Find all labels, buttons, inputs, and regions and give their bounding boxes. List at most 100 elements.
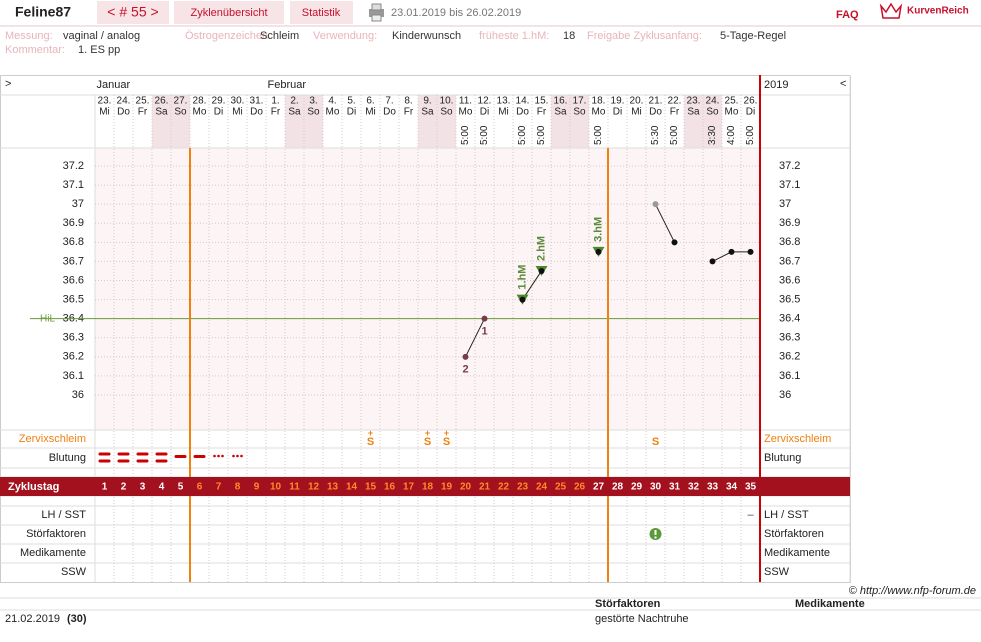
cycle-day: 27 xyxy=(593,482,605,493)
point-label: 2 xyxy=(462,364,468,376)
weekend-shade xyxy=(171,95,190,148)
logo-text[interactable]: KurvenReich xyxy=(907,6,969,17)
bleed-dash xyxy=(193,455,206,458)
cycle-nav[interactable]: < # 55 > xyxy=(107,4,158,20)
date-label: 25. xyxy=(136,96,150,107)
row-label: Blutung xyxy=(764,452,801,464)
mucus-mod: + xyxy=(444,428,449,438)
weekday-label: Mi xyxy=(498,107,509,118)
bleeding-symbol xyxy=(117,452,130,463)
footer-cycle-day: (30) xyxy=(67,613,87,625)
bleed-dash xyxy=(155,459,168,463)
weekday-label: Do xyxy=(250,107,263,118)
date-label: 15. xyxy=(535,96,549,107)
month-label: Januar xyxy=(97,79,131,91)
time-label: 3:30 xyxy=(707,125,718,145)
date-label: 10. xyxy=(440,96,454,107)
y-tick-label: 37.1 xyxy=(63,179,84,191)
bleed-dash xyxy=(174,455,187,458)
cycle-day: 34 xyxy=(726,482,738,493)
date-label: 19. xyxy=(611,96,625,107)
info-value: vaginal / analog xyxy=(63,30,140,42)
year: 2019 xyxy=(764,79,788,91)
bleed-dash xyxy=(136,459,149,463)
info-value: 18 xyxy=(563,30,575,42)
cycle-day: 29 xyxy=(631,482,643,493)
weekday-label: Di xyxy=(214,107,223,118)
disturbance-icon xyxy=(649,528,662,540)
lh-mark: – xyxy=(747,509,754,521)
time-label: 5:00 xyxy=(593,125,604,145)
cycle-day: 30 xyxy=(650,482,662,493)
row-label: Störfaktoren xyxy=(26,528,86,540)
y-tick-label: 36.6 xyxy=(63,274,84,286)
cycle-day: 8 xyxy=(235,482,241,493)
weekend-shade xyxy=(570,95,589,148)
y-tick-label: 36.8 xyxy=(779,236,800,248)
y-tick-label: 36.5 xyxy=(779,293,800,305)
row-label: Störfaktoren xyxy=(764,528,824,540)
print-icon[interactable] xyxy=(369,3,384,22)
cycle-day: 24 xyxy=(536,482,548,493)
tab-bg[interactable] xyxy=(174,1,284,24)
expand-right[interactable]: < xyxy=(840,78,846,90)
cycle-day: 22 xyxy=(498,482,510,493)
row-label: Zyklustag xyxy=(8,481,59,493)
weekday-label: Do xyxy=(649,107,662,118)
date-label: 30. xyxy=(231,96,245,107)
cycle-day: 35 xyxy=(745,482,757,493)
bleed-dot xyxy=(213,454,216,458)
weekday-label: Di xyxy=(746,107,755,118)
mucus-mod: + xyxy=(425,428,430,438)
info-label: Östrogenzeichen: xyxy=(185,30,271,42)
weekday-label: Sa xyxy=(288,107,301,118)
date-label: 20. xyxy=(630,96,644,107)
tab-bg[interactable] xyxy=(290,1,353,24)
temp-line xyxy=(465,318,485,358)
weekend-shade xyxy=(551,95,570,148)
tab-bg[interactable] xyxy=(97,1,169,24)
date-label: 2. xyxy=(290,96,298,107)
weekday-label: Do xyxy=(383,107,396,118)
cycle-day: 25 xyxy=(555,482,567,493)
y-tick-label: 36.2 xyxy=(63,351,84,363)
date-label: 23. xyxy=(98,96,112,107)
bleed-dot xyxy=(240,454,243,458)
tab-stats[interactable]: Statistik xyxy=(302,7,341,19)
weekend-shade xyxy=(285,95,304,148)
footer-date: 21.02.2019 xyxy=(5,613,60,625)
expand-left[interactable]: > xyxy=(5,78,11,90)
row-label: LH / SST xyxy=(764,509,809,521)
temp-point xyxy=(709,258,716,265)
weekday-label: Sa xyxy=(155,107,168,118)
row-label: Blutung xyxy=(49,452,86,464)
time-label: 5:00 xyxy=(536,125,547,145)
date-label: 3. xyxy=(309,96,317,107)
y-tick-label: 36.3 xyxy=(779,332,800,344)
weekday-label: Di xyxy=(613,107,622,118)
date-label: 13. xyxy=(497,96,511,107)
weekday-label: Mo xyxy=(193,107,207,118)
date-range: 23.01.2019 bis 26.02.2019 xyxy=(391,7,521,19)
weekday-label: Do xyxy=(516,107,529,118)
weekend-shade xyxy=(304,95,323,148)
y-tick-label: 36.9 xyxy=(779,217,800,229)
date-label: 31. xyxy=(250,96,264,107)
weekday-label: So xyxy=(706,107,719,118)
y-tick-label: 36.3 xyxy=(63,332,84,344)
bleeding-symbol xyxy=(174,455,187,458)
weekday-label: Fr xyxy=(271,107,281,118)
date-label: 24. xyxy=(706,96,720,107)
date-label: 29. xyxy=(212,96,226,107)
faq-link[interactable]: FAQ xyxy=(836,9,859,21)
bleed-dash xyxy=(136,452,149,456)
cycle-day: 28 xyxy=(612,482,624,493)
time-label: 5:30 xyxy=(650,125,661,145)
y-tick-label: 37 xyxy=(72,198,84,210)
row-label: LH / SST xyxy=(41,509,86,521)
tab-overview[interactable]: Zyklenübersicht xyxy=(190,7,267,19)
y-tick-label: 36.5 xyxy=(63,293,84,305)
mucus-base: S xyxy=(652,436,659,448)
row-label: Zervixschleim xyxy=(764,433,831,445)
